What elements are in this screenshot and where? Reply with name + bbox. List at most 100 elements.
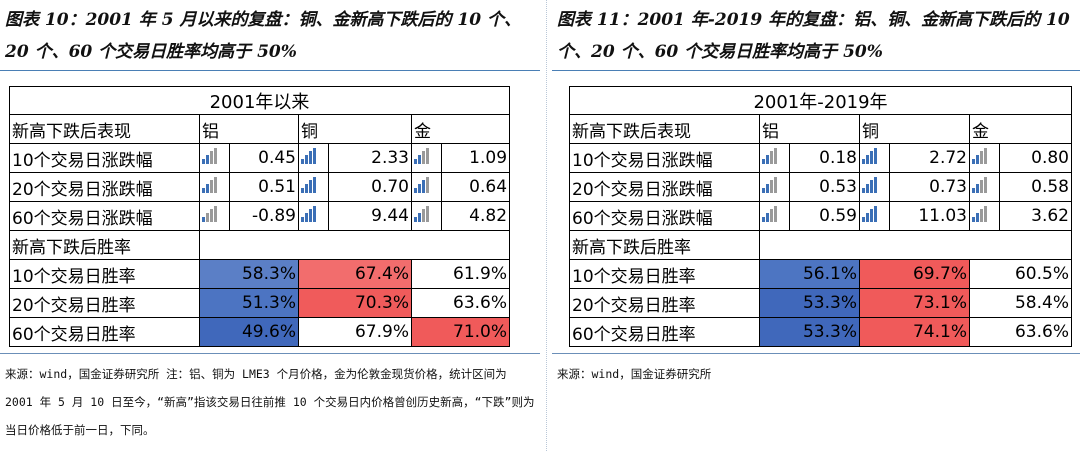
- win-rate-cell: 70.3%: [298, 288, 412, 318]
- signal-bars-icon: [301, 205, 316, 222]
- value-cell: -0.89: [229, 201, 299, 231]
- icon-cell: [298, 201, 329, 231]
- value-cell: 0.58: [999, 172, 1072, 202]
- row-label: 60个交易日涨跌幅: [9, 201, 200, 231]
- win-rate-cell: 63.6%: [410, 288, 511, 318]
- value-cell: 9.44: [328, 201, 412, 231]
- row-label: 20个交易日涨跌幅: [569, 172, 760, 202]
- icon-cell: [969, 201, 1000, 231]
- signal-bars-icon: [202, 176, 217, 193]
- icon-cell: [759, 172, 790, 202]
- value-cell: 4.82: [440, 201, 511, 231]
- row-label: 10个交易日胜率: [569, 259, 760, 289]
- win-rate-cell: 60.5%: [969, 259, 1072, 289]
- table-caption: 2001年以来: [8, 86, 511, 115]
- column-header: 新高下跌后表现: [569, 114, 760, 144]
- table-row: 20个交易日涨跌幅 0.51 0.70 0.64: [9, 172, 511, 202]
- column-header: 铜: [298, 114, 412, 144]
- source-note: 来源：wind，国金证券研究所: [557, 367, 712, 381]
- section-row: 新高下跌后胜率: [9, 230, 511, 260]
- section-row: 新高下跌后胜率: [569, 230, 1072, 260]
- column-header: 新高下跌后表现: [9, 114, 200, 144]
- value-cell: 0.53: [789, 172, 860, 202]
- signal-bars-icon: [972, 147, 987, 164]
- icon-cell: [859, 201, 890, 231]
- icon-cell: [859, 172, 890, 202]
- value-cell: 2.72: [889, 143, 970, 173]
- row-label: 60个交易日胜率: [569, 317, 760, 347]
- row-label: 60个交易日胜率: [9, 317, 200, 347]
- value-cell: 11.03: [889, 201, 970, 231]
- signal-bars-icon: [301, 147, 316, 164]
- signal-bars-icon: [762, 147, 777, 164]
- signal-bars-icon: [301, 176, 316, 193]
- caption-row: 2001年以来: [8, 86, 511, 115]
- win-rate-cell: 49.6%: [199, 317, 299, 347]
- value-cell: 2.33: [328, 143, 412, 173]
- row-label: 10个交易日涨跌幅: [9, 143, 200, 173]
- icon-cell: [411, 201, 442, 231]
- icon-cell: [298, 172, 329, 202]
- title-rule: [0, 70, 540, 71]
- table-row: 60个交易日涨跌幅 0.59 11.03 3.62: [569, 201, 1072, 231]
- header-row: 新高下跌后表现铝铜金: [569, 114, 1072, 144]
- table-row: 20个交易日胜率 51.3% 70.3% 63.6%: [9, 288, 511, 318]
- signal-bars-icon: [202, 147, 217, 164]
- table-row: 10个交易日胜率 56.1% 69.7% 60.5%: [569, 259, 1072, 289]
- value-cell: 1.09: [440, 143, 511, 173]
- caption-row: 2001年-2019年: [569, 86, 1072, 115]
- win-rate-cell: 53.3%: [759, 288, 860, 318]
- row-label: 20个交易日涨跌幅: [9, 172, 200, 202]
- row-label: 10个交易日胜率: [9, 259, 200, 289]
- signal-bars-icon: [862, 205, 877, 222]
- figure-title: 图表 10：2001 年 5 月以来的复盘：铜、金新高下跌后的 10 个、20 …: [5, 10, 521, 62]
- win-rate-cell: 67.4%: [298, 259, 412, 289]
- source-rule: [552, 353, 1080, 354]
- figure-10-panel: 图表 10：2001 年 5 月以来的复盘：铜、金新高下跌后的 10 个、20 …: [0, 10, 540, 437]
- icon-cell: [298, 143, 329, 173]
- stats-table: 2001年-2019年 新高下跌后表现铝铜金 10个交易日涨跌幅 0.18 2.72 0.…: [569, 86, 1072, 347]
- figure-title: 图表 11：2001 年-2019 年的复盘：铝、铜、金新高下跌后的 10 个、…: [557, 10, 1070, 62]
- signal-bars-icon: [202, 205, 217, 222]
- table-row: 10个交易日涨跌幅 0.45 2.33 1.09: [9, 143, 511, 173]
- table-row: 20个交易日涨跌幅 0.53 0.73 0.58: [569, 172, 1072, 202]
- table-row: 10个交易日涨跌幅 0.18 2.72 0.80: [569, 143, 1072, 173]
- value-cell: 0.80: [999, 143, 1072, 173]
- win-rate-cell: 58.4%: [969, 288, 1072, 318]
- win-rate-cell: 53.3%: [759, 317, 860, 347]
- value-cell: 0.64: [440, 172, 511, 202]
- section-label: 新高下跌后胜率: [569, 230, 760, 260]
- win-rate-cell: 51.3%: [199, 288, 299, 318]
- icon-cell: [199, 201, 230, 231]
- source-note: 来源：wind，国金证券研究所 注：铝、铜为 LME3 个月价格，金为伦敦金现货…: [5, 367, 535, 437]
- panel-divider: [546, 0, 547, 451]
- column-header: 铜: [859, 114, 970, 144]
- value-cell: 3.62: [999, 201, 1072, 231]
- signal-bars-icon: [972, 205, 987, 222]
- row-label: 20个交易日胜率: [9, 288, 200, 318]
- value-cell: 0.70: [328, 172, 412, 202]
- figure-11-panel: 图表 11：2001 年-2019 年的复盘：铝、铜、金新高下跌后的 10 个、…: [552, 0, 1080, 451]
- signal-bars-icon: [762, 176, 777, 193]
- icon-cell: [859, 143, 890, 173]
- section-label: 新高下跌后胜率: [9, 230, 200, 260]
- table-row: 60个交易日涨跌幅 -0.89 9.44 4.82: [9, 201, 511, 231]
- win-rate-cell: 69.7%: [859, 259, 970, 289]
- icon-cell: [969, 172, 1000, 202]
- table-row: 20个交易日胜率 53.3% 73.1% 58.4%: [569, 288, 1072, 318]
- signal-bars-icon: [414, 147, 429, 164]
- icon-cell: [969, 143, 1000, 173]
- value-cell: 0.73: [889, 172, 970, 202]
- table-row: 60个交易日胜率 49.6% 67.9% 71.0%: [9, 317, 511, 347]
- icon-cell: [199, 143, 230, 173]
- win-rate-cell: 56.1%: [759, 259, 860, 289]
- column-header: 金: [969, 114, 1072, 144]
- win-rate-cell: 74.1%: [859, 317, 970, 347]
- value-cell: 0.18: [789, 143, 860, 173]
- source-rule: [0, 353, 540, 354]
- row-label: 20个交易日胜率: [569, 288, 760, 318]
- icon-cell: [199, 172, 230, 202]
- signal-bars-icon: [862, 147, 877, 164]
- column-header: 铝: [759, 114, 860, 144]
- column-header: 金: [410, 114, 511, 144]
